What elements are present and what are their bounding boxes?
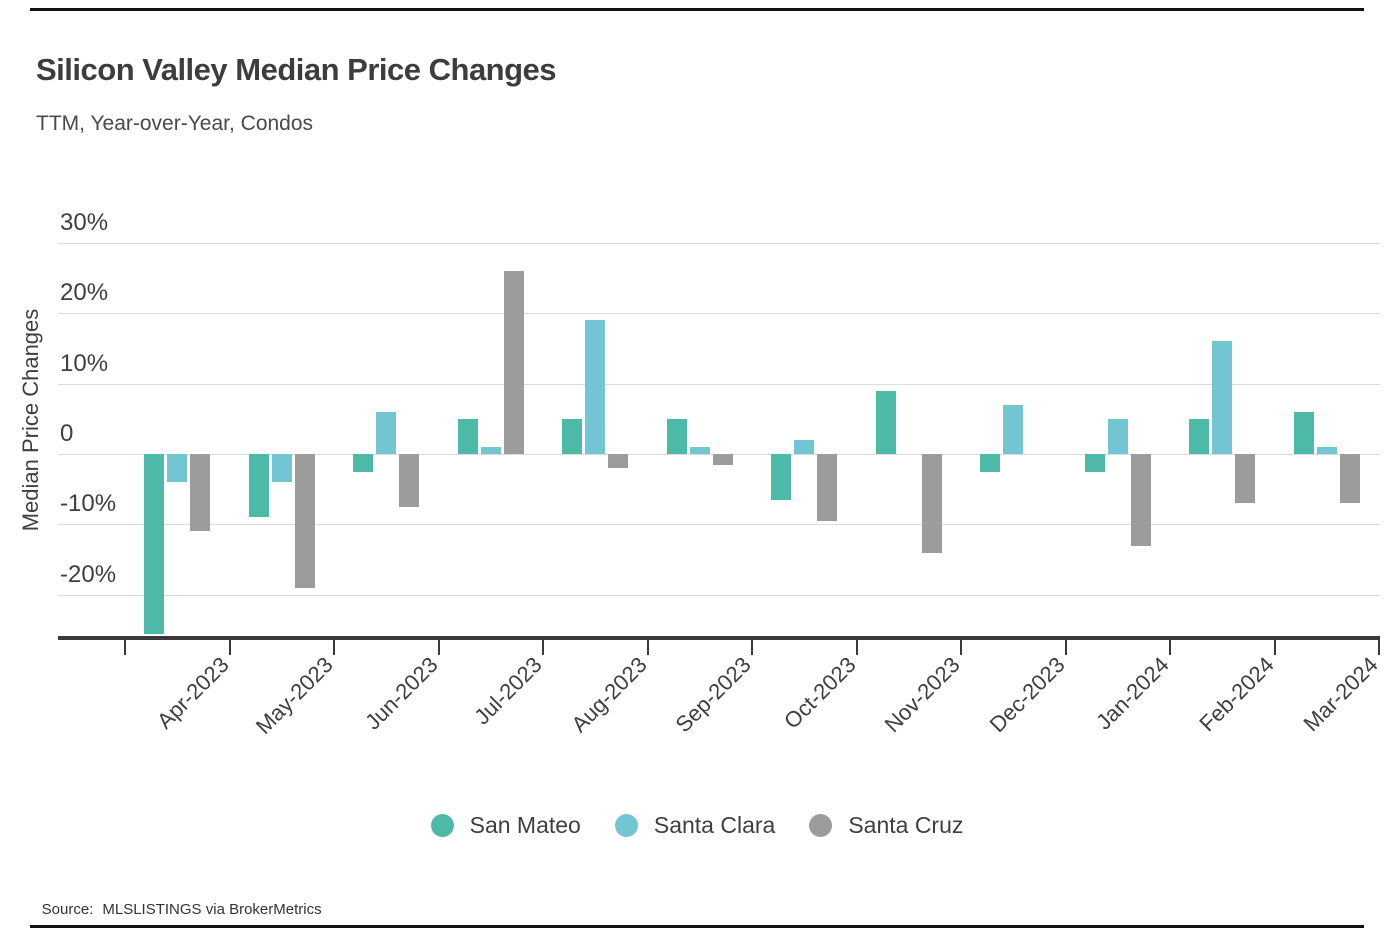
y-axis-title: Median Price Changes bbox=[18, 308, 43, 532]
bar bbox=[1293, 411, 1314, 454]
legend-item-san-mateo: San Mateo bbox=[430, 812, 581, 839]
bar bbox=[1316, 446, 1337, 454]
legend-label-san-mateo: San Mateo bbox=[469, 812, 581, 838]
x-tick-label: Apr-2023 bbox=[151, 652, 234, 734]
bar bbox=[1339, 454, 1360, 504]
x-tick-label: Nov-2023 bbox=[879, 652, 965, 738]
source-text: Source: MLSLISTINGS via BrokerMetrics bbox=[25, 884, 322, 935]
x-tick-label: Jul-2023 bbox=[469, 652, 547, 730]
legend-item-santa-clara: Santa Clara bbox=[614, 812, 776, 839]
x-tick-label: May-2023 bbox=[250, 652, 338, 739]
x-tick-label: Sep-2023 bbox=[670, 652, 756, 738]
gridline bbox=[58, 242, 1380, 244]
x-axis-tick bbox=[542, 640, 544, 655]
chart-title: Silicon Valley Median Price Changes bbox=[36, 52, 557, 87]
bar bbox=[585, 320, 606, 454]
x-axis-tick bbox=[1273, 640, 1276, 655]
x-tick-label: Dec-2023 bbox=[984, 652, 1070, 738]
gridline bbox=[58, 313, 1380, 315]
x-axis-tick bbox=[228, 640, 231, 655]
x-axis-tick bbox=[1064, 640, 1067, 655]
bar bbox=[271, 454, 292, 483]
bar bbox=[1212, 341, 1233, 454]
y-tick-label: 20% bbox=[60, 279, 109, 307]
bar bbox=[875, 390, 896, 454]
x-axis-tick bbox=[1378, 640, 1380, 655]
bar bbox=[457, 418, 478, 454]
x-axis-tick bbox=[437, 640, 440, 655]
y-tick-label: 30% bbox=[60, 208, 109, 236]
x-tick-label: Feb-2024 bbox=[1193, 652, 1279, 737]
bar bbox=[1107, 418, 1128, 454]
bar bbox=[376, 411, 397, 454]
plot-area: 30% 20% 10% 0 -10% -20% Apr-2023 May-2023 Jun-20… bbox=[58, 200, 1383, 739]
bar bbox=[608, 454, 629, 469]
top-border-rule bbox=[30, 8, 1364, 11]
x-axis-tick bbox=[124, 640, 126, 655]
bar bbox=[689, 446, 710, 454]
gridline bbox=[58, 524, 1380, 526]
bar bbox=[144, 454, 165, 634]
bar bbox=[1003, 404, 1024, 454]
bar bbox=[167, 454, 188, 483]
bar bbox=[771, 454, 792, 500]
bar bbox=[248, 454, 269, 518]
bar bbox=[1130, 454, 1151, 546]
source-value: MLSLISTINGS via BrokerMetrics bbox=[102, 901, 322, 918]
bar bbox=[353, 454, 374, 472]
gridline bbox=[58, 383, 1380, 385]
bar bbox=[190, 454, 211, 532]
bottom-border-rule bbox=[30, 925, 1364, 928]
y-tick-label: -20% bbox=[60, 560, 117, 588]
legend-label-santa-cruz: Santa Cruz bbox=[848, 812, 964, 838]
bar bbox=[1235, 454, 1256, 504]
legend-item-santa-cruz: Santa Cruz bbox=[809, 812, 963, 839]
x-axis-tick bbox=[855, 640, 858, 655]
legend-swatch-santa-clara bbox=[614, 814, 638, 837]
source-label: Source: bbox=[41, 901, 94, 918]
bar bbox=[1084, 454, 1105, 472]
y-tick-label: -10% bbox=[60, 490, 117, 518]
bar bbox=[666, 418, 687, 454]
bar bbox=[712, 454, 733, 465]
legend: San Mateo Santa Clara Santa Cruz bbox=[0, 812, 1394, 839]
bar bbox=[480, 446, 501, 454]
bar bbox=[794, 439, 815, 454]
x-axis-tick bbox=[646, 640, 649, 655]
legend-label-santa-clara: Santa Clara bbox=[653, 812, 776, 838]
x-axis-tick bbox=[1169, 640, 1171, 655]
legend-swatch-santa-cruz bbox=[809, 814, 833, 837]
bar bbox=[399, 454, 420, 507]
x-axis-line bbox=[58, 636, 1380, 640]
x-tick-label: Oct-2023 bbox=[778, 652, 861, 734]
x-axis-tick bbox=[333, 640, 335, 655]
x-axis-tick bbox=[960, 640, 962, 655]
x-tick-label: Jan-2024 bbox=[1091, 652, 1174, 735]
bar bbox=[294, 454, 315, 588]
y-tick-label: 0 bbox=[60, 420, 74, 447]
bar bbox=[921, 454, 942, 553]
x-tick-label: Aug-2023 bbox=[566, 652, 652, 738]
gridline bbox=[58, 594, 1380, 596]
bar bbox=[980, 454, 1001, 472]
bar bbox=[562, 418, 583, 454]
bar bbox=[503, 270, 524, 454]
chart-subtitle: TTM, Year-over-Year, Condos bbox=[36, 112, 314, 135]
bar bbox=[1189, 418, 1210, 454]
x-tick-label: Jun-2023 bbox=[359, 652, 443, 735]
legend-swatch-san-mateo bbox=[430, 814, 454, 837]
x-tick-label: Mar-2024 bbox=[1298, 652, 1383, 737]
bar bbox=[817, 454, 838, 521]
y-tick-label: 10% bbox=[60, 349, 109, 377]
x-axis-tick bbox=[751, 640, 753, 655]
